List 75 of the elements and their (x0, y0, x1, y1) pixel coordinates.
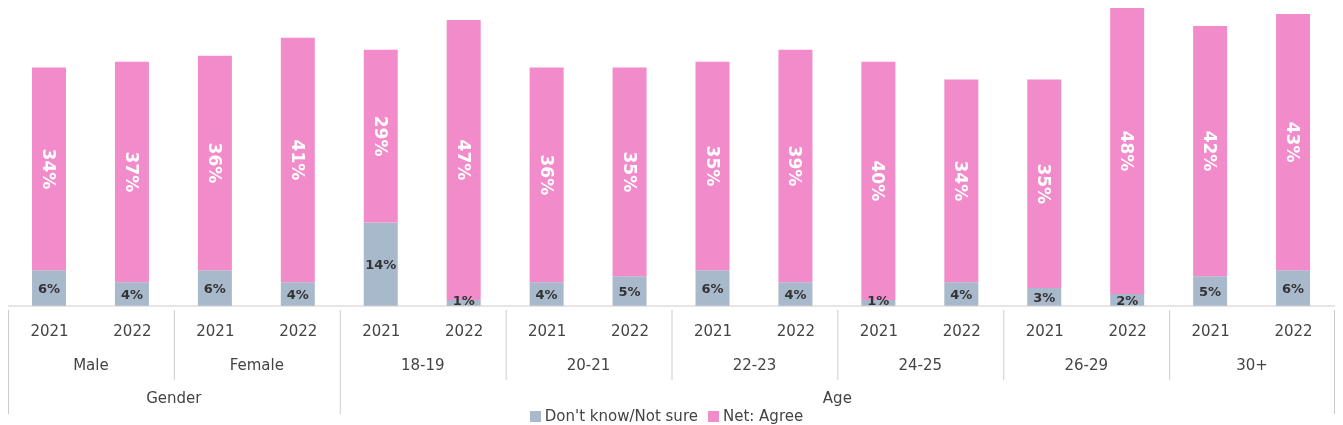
data-label: 1% (867, 293, 890, 308)
text: 18-19 (400, 356, 445, 374)
x-tick-label: 2022 (610, 322, 650, 340)
x-tick-label: 2022 (445, 322, 484, 340)
text: 22-23 (732, 356, 777, 374)
bar (778, 49, 813, 283)
data-label: 3% (1033, 290, 1056, 306)
data-label: 2% (1116, 293, 1139, 308)
bar (944, 79, 979, 283)
data-label: 37% (121, 151, 142, 193)
data-label: 5% (618, 284, 641, 300)
x-tick-label: 2022 (942, 322, 981, 340)
x-tick-label: 2021 (528, 322, 567, 340)
x-tick-label: 2022 (1108, 322, 1147, 340)
data-label: 6% (37, 281, 61, 297)
data-label: 36% (204, 142, 225, 184)
data-label: 35% (619, 151, 640, 193)
data-label: 35% (1034, 163, 1055, 205)
legend-label: Net: Agree (722, 407, 804, 425)
bar (32, 67, 66, 271)
bar (1276, 13, 1311, 271)
bar (529, 67, 564, 283)
x-tick-label: 2021 (693, 322, 733, 340)
data-label: 40% (868, 160, 889, 202)
bar (197, 55, 232, 271)
data-label: 1% (452, 293, 475, 308)
text: 30+ (1236, 356, 1268, 374)
data-label: 35% (702, 145, 723, 187)
data-label: 42% (1200, 130, 1221, 172)
bar (1027, 79, 1062, 289)
data-label: 6% (203, 281, 226, 297)
text: Female (229, 356, 284, 374)
x-tick-label: 2021 (362, 322, 401, 340)
data-label: 34% (39, 148, 59, 190)
bar (612, 67, 647, 277)
data-label: 36% (536, 154, 557, 196)
legend-label: Don't know/Not sure (544, 407, 698, 425)
data-label: 4% (120, 287, 143, 303)
data-label: 48% (1117, 130, 1138, 172)
data-label: 5% (1199, 284, 1222, 300)
text: Male (73, 356, 109, 374)
data-label: 43% (1283, 121, 1304, 163)
data-label: 4% (784, 287, 807, 303)
bar (363, 222, 398, 306)
bar (1110, 8, 1145, 295)
x-tick-label: 2021 (30, 322, 69, 340)
text: Age (822, 389, 852, 407)
data-label: 34% (951, 160, 972, 202)
bar (114, 61, 149, 283)
x-tick-label: 2021 (196, 322, 235, 340)
x-tick-label: 2022 (1274, 322, 1313, 340)
data-label: 4% (535, 287, 558, 303)
data-label: 41% (287, 139, 308, 181)
bar (1193, 25, 1228, 277)
x-tick-label: 2021 (859, 322, 898, 340)
data-label: 39% (785, 145, 806, 187)
x-tick-label: 2022 (113, 322, 152, 340)
data-label: 4% (286, 287, 309, 303)
data-label: 6% (1282, 281, 1305, 297)
bar (695, 61, 730, 271)
x-tick-label: 2022 (279, 322, 318, 340)
x-tick-label: 2022 (776, 322, 815, 340)
data-label: 29% (370, 115, 391, 157)
text: Gender (146, 389, 203, 407)
bar (280, 37, 315, 283)
data-label: 14% (365, 257, 397, 273)
bar (363, 49, 398, 223)
text: 26-29 (1064, 356, 1108, 374)
x-tick-label: 2021 (1025, 322, 1064, 340)
text: 20-21 (566, 356, 611, 374)
data-label: 47% (453, 139, 474, 181)
data-label: 4% (950, 287, 973, 303)
x-tick-label: 2021 (1191, 322, 1230, 340)
data-label: 6% (701, 281, 724, 297)
text: 24-25 (898, 356, 943, 374)
